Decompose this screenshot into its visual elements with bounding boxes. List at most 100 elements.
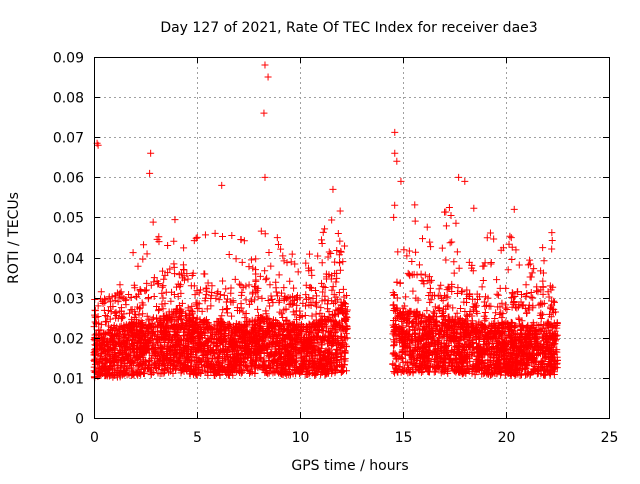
- data-point: [219, 233, 226, 240]
- data-point: [416, 261, 423, 268]
- data-point: [481, 303, 488, 310]
- data-point: [268, 296, 275, 303]
- data-point: [92, 319, 99, 326]
- data-point: [508, 234, 515, 241]
- data-point: [232, 276, 239, 283]
- data-point: [427, 243, 434, 250]
- data-point: [443, 294, 450, 301]
- data-point: [442, 257, 449, 264]
- data-point: [219, 278, 226, 285]
- data-point: [539, 244, 546, 251]
- data-point: [337, 267, 344, 274]
- data-point: [470, 205, 477, 212]
- data-point: [454, 310, 461, 317]
- data-point: [302, 291, 309, 298]
- data-point: [526, 257, 533, 264]
- data-point: [228, 232, 235, 239]
- data-point: [341, 242, 348, 249]
- data-point: [320, 229, 327, 236]
- data-point: [337, 248, 344, 255]
- data-point: [454, 248, 461, 255]
- data-point: [207, 302, 214, 309]
- data-point: [495, 292, 502, 299]
- data-point: [118, 304, 125, 311]
- data-point: [448, 239, 455, 246]
- data-point: [158, 290, 165, 297]
- data-point: [171, 270, 178, 277]
- data-point: [490, 235, 497, 242]
- data-point: [408, 258, 415, 265]
- data-point: [184, 276, 191, 283]
- data-point: [439, 245, 446, 252]
- data-point: [436, 285, 443, 292]
- data-point: [529, 294, 536, 301]
- data-point: [538, 315, 545, 322]
- data-point: [443, 222, 450, 229]
- data-point: [308, 272, 315, 279]
- data-point: [221, 292, 228, 299]
- data-point: [263, 275, 270, 282]
- data-point: [326, 248, 333, 255]
- data-point: [171, 216, 178, 223]
- data-point: [160, 305, 167, 312]
- data-point: [318, 280, 325, 287]
- data-point: [452, 220, 459, 227]
- data-point: [402, 293, 409, 300]
- data-point: [394, 248, 401, 255]
- data-point: [116, 281, 123, 288]
- data-point: [335, 230, 342, 237]
- data-point: [506, 241, 513, 248]
- data-point: [98, 288, 105, 295]
- data-point: [498, 300, 505, 307]
- data-point: [254, 306, 261, 313]
- data-point: [454, 284, 461, 291]
- data-point: [411, 201, 418, 208]
- data-point: [441, 209, 448, 216]
- data-point: [171, 264, 178, 271]
- data-point: [456, 265, 463, 272]
- data-point: [245, 263, 252, 270]
- data-point: [447, 239, 454, 246]
- data-point: [248, 296, 255, 303]
- data-point: [487, 230, 494, 237]
- data-point: [391, 202, 398, 209]
- data-point: [134, 263, 141, 270]
- data-point: [302, 312, 309, 319]
- data-point: [281, 257, 288, 264]
- data-point: [539, 278, 546, 285]
- data-point: [102, 312, 109, 319]
- data-point: [212, 230, 219, 237]
- data-point: [286, 278, 293, 285]
- data-point: [530, 265, 537, 272]
- data-point: [450, 258, 457, 265]
- data-point: [119, 314, 126, 321]
- data-point: [548, 229, 555, 236]
- data-point: [523, 281, 530, 288]
- data-point: [248, 256, 255, 263]
- data-point: [170, 238, 177, 245]
- data-point: [309, 313, 316, 320]
- data-point: [261, 267, 268, 274]
- data-point: [437, 282, 444, 289]
- data-point: [424, 224, 431, 231]
- data-point: [219, 306, 226, 313]
- data-point: [400, 246, 407, 253]
- data-point: [505, 266, 512, 273]
- data-point: [115, 298, 122, 305]
- data-point: [142, 287, 149, 294]
- data-point: [261, 358, 268, 365]
- data-point: [143, 287, 150, 294]
- data-point: [144, 250, 151, 257]
- data-point: [506, 233, 513, 240]
- data-point: [480, 277, 487, 284]
- data-point: [390, 214, 397, 221]
- data-point: [516, 262, 523, 269]
- data-point: [484, 234, 491, 241]
- data-point: [159, 284, 166, 291]
- data-points: [91, 62, 561, 382]
- data-point: [336, 238, 343, 245]
- data-point: [227, 290, 234, 297]
- data-point: [150, 219, 157, 226]
- data-point: [451, 270, 458, 277]
